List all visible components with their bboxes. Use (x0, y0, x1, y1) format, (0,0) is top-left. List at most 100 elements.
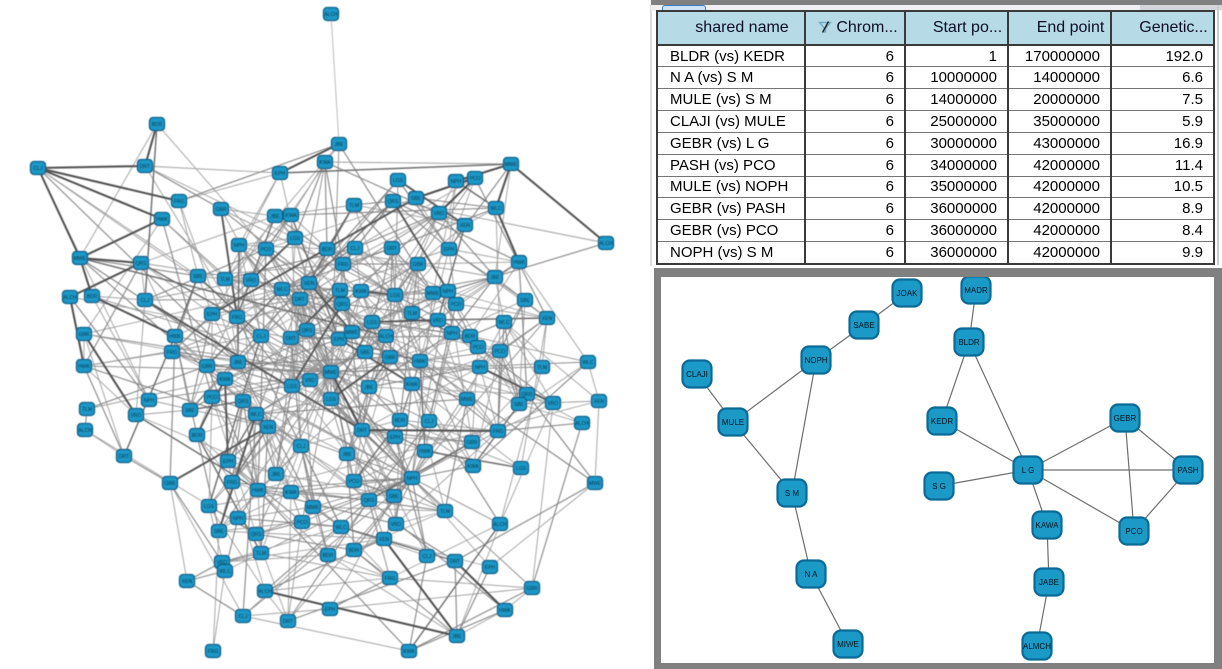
svg-text:HWK: HWK (78, 364, 90, 370)
svg-text:HWK: HWK (419, 449, 431, 455)
svg-text:MWE: MWE (307, 505, 320, 511)
svg-text:VRD: VRD (131, 413, 142, 419)
svg-text:EPH: EPH (223, 459, 234, 465)
svg-text:FRG: FRG (227, 480, 238, 486)
svg-text:GBR: GBR (413, 262, 424, 268)
svg-text:QRS: QRS (238, 399, 250, 405)
svg-text:EPH: EPH (390, 435, 401, 441)
svg-text:NPH: NPH (451, 179, 462, 185)
svg-text:PCO: PCO (1125, 527, 1142, 536)
svg-text:PCO: PCO (473, 345, 484, 351)
svg-text:ALCH: ALCH (379, 334, 393, 340)
svg-text:WLC: WLC (335, 525, 347, 531)
svg-text:CLJ: CLJ (34, 166, 43, 172)
svg-text:TLM: TLM (335, 288, 345, 294)
svg-text:HWK: HWK (499, 608, 511, 614)
svg-text:JBE: JBE (342, 452, 352, 458)
svg-text:LGS: LGS (516, 466, 527, 472)
svg-text:SBE: SBE (520, 298, 531, 304)
svg-text:TLM: TLM (349, 203, 359, 209)
svg-text:PCO: PCO (349, 479, 360, 485)
svg-text:JBE: JBE (334, 142, 344, 148)
svg-text:VRD: VRD (246, 278, 257, 284)
svg-text:SBE: SBE (214, 529, 225, 535)
svg-text:LGS: LGS (290, 236, 301, 242)
svg-text:XEN: XEN (460, 223, 471, 229)
svg-text:S M: S M (785, 489, 800, 498)
svg-text:VRD: VRD (391, 522, 402, 528)
svg-text:VRD: VRD (548, 401, 559, 407)
svg-text:NPH: NPH (447, 331, 458, 337)
svg-text:GBR: GBR (202, 364, 213, 370)
svg-text:DRT: DRT (357, 428, 367, 434)
svg-text:EPH: EPH (207, 312, 218, 318)
svg-text:BDR: BDR (87, 294, 98, 300)
svg-text:GBR: GBR (216, 207, 227, 213)
svg-text:JBE: JBE (271, 472, 281, 478)
svg-text:CLJ: CLJ (423, 554, 432, 560)
svg-text:TLM: TLM (220, 277, 230, 283)
svg-text:MULE: MULE (722, 418, 744, 427)
svg-text:KWA: KWA (467, 464, 479, 470)
svg-text:BLDR: BLDR (958, 338, 980, 347)
svg-text:BDR: BDR (465, 334, 476, 340)
svg-text:GBR: GBR (79, 332, 90, 338)
svg-text:XEN: XEN (182, 579, 193, 585)
svg-text:LGS: LGS (287, 384, 298, 390)
svg-text:JOAK: JOAK (897, 289, 919, 298)
svg-text:MWE: MWE (325, 370, 338, 376)
svg-text:FRG: FRG (174, 199, 185, 205)
svg-text:ALCH: ALCH (575, 421, 589, 427)
svg-text:KWA: KWA (355, 289, 367, 295)
svg-text:FRG: FRG (338, 262, 349, 268)
svg-text:MWE: MWE (589, 481, 602, 487)
svg-text:LGS: LGS (367, 320, 378, 326)
svg-text:FRG: FRG (167, 350, 178, 356)
svg-text:BDR: BDR (323, 553, 334, 559)
svg-text:DRT: DRT (283, 619, 293, 625)
svg-text:PCO: PCO (451, 302, 462, 308)
svg-text:L G: L G (1022, 466, 1035, 475)
svg-text:XEN: XEN (594, 399, 605, 405)
svg-text:NPH: NPH (475, 365, 486, 371)
svg-text:NPH: NPH (443, 289, 454, 295)
svg-text:XEN: XEN (542, 316, 553, 322)
svg-text:KWA: KWA (285, 490, 297, 496)
svg-text:KWA: KWA (406, 382, 418, 388)
svg-text:ALCH: ALCH (599, 241, 613, 247)
svg-text:CLJ: CLJ (257, 334, 266, 340)
svg-text:ALCH: ALCH (78, 428, 92, 434)
svg-text:JBE: JBE (490, 275, 500, 281)
svg-text:TLM: TLM (82, 407, 92, 413)
svg-text:TLM: TLM (440, 509, 450, 515)
svg-text:EPH: EPH (485, 565, 496, 571)
svg-text:BDR: BDR (395, 418, 406, 424)
svg-text:MADR: MADR (964, 286, 988, 295)
svg-text:DRT: DRT (140, 164, 150, 170)
svg-text:GBR: GBR (527, 586, 538, 592)
svg-text:XEN: XEN (263, 425, 274, 431)
svg-text:PCO: PCO (495, 349, 506, 355)
svg-text:LGS: LGS (326, 397, 337, 403)
svg-text:MWE: MWE (346, 330, 359, 336)
svg-text:GEBR: GEBR (1114, 414, 1137, 423)
svg-text:TLM: TLM (256, 551, 266, 557)
svg-text:BDR: BDR (152, 122, 163, 128)
svg-text:GBR: GBR (385, 355, 396, 361)
svg-text:NPH: NPH (144, 398, 155, 404)
svg-text:VRD: VRD (217, 560, 228, 566)
svg-text:HWK: HWK (513, 260, 525, 266)
svg-text:MWE: MWE (461, 397, 474, 403)
svg-text:CLJ: CLJ (239, 614, 248, 620)
svg-text:N A: N A (805, 570, 819, 579)
svg-text:DRT: DRT (387, 246, 397, 252)
svg-text:JBE: JBE (270, 214, 280, 220)
svg-text:TLM: TLM (537, 365, 547, 371)
svg-text:WLC: WLC (582, 360, 594, 366)
svg-text:KEDR: KEDR (931, 417, 953, 426)
svg-text:QRS: QRS (388, 199, 400, 205)
svg-text:HWK: HWK (414, 359, 426, 365)
svg-text:JBE: JBE (364, 385, 374, 391)
svg-text:EPH: EPH (444, 247, 455, 253)
svg-text:CLJ: CLJ (297, 444, 306, 450)
